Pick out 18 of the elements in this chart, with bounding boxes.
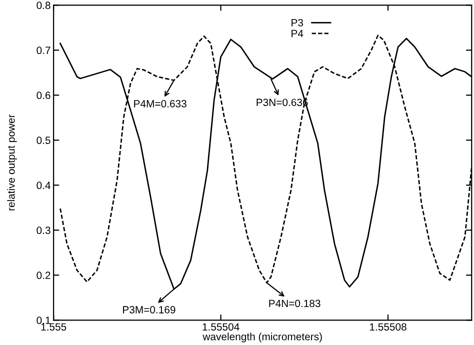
y-tick-label: 0.7 — [36, 46, 50, 54]
legend-label: P4 — [292, 30, 304, 38]
y-tick-label: 0.6 — [36, 92, 50, 100]
y-tick-label: 0.8 — [36, 2, 50, 10]
annotation: P3M=0.169 — [123, 306, 176, 314]
annotation: P4N=0.183 — [269, 300, 320, 308]
y-tick-label: 0.2 — [36, 272, 50, 280]
x-tick-label: 1.555 — [41, 323, 66, 331]
y-tick-label: 0.4 — [36, 182, 50, 190]
x-axis-title: wavelength (micrometers) — [202, 332, 322, 342]
legend-label: P3 — [292, 19, 304, 26]
annotation: P4M=0.633 — [134, 100, 186, 108]
x-tick-label: 1.55508 — [370, 323, 406, 331]
y-axis-title: relative output power — [7, 114, 17, 210]
y-tick-label: 0.1 — [36, 316, 50, 324]
y-tick-label: 0.3 — [36, 226, 50, 234]
x-tick-label: 1.55504 — [202, 323, 240, 331]
y-tick-label: 0.5 — [36, 136, 50, 144]
